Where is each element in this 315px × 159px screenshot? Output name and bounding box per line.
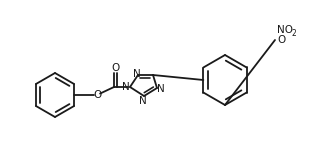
Text: N: N [157, 84, 165, 94]
Text: N: N [139, 96, 147, 106]
Text: NO: NO [277, 25, 293, 35]
Text: 2: 2 [292, 28, 297, 38]
Text: N: N [122, 82, 130, 92]
Text: N: N [133, 69, 141, 79]
Text: O: O [277, 35, 285, 45]
Text: O: O [93, 90, 101, 100]
Text: O: O [112, 63, 120, 73]
